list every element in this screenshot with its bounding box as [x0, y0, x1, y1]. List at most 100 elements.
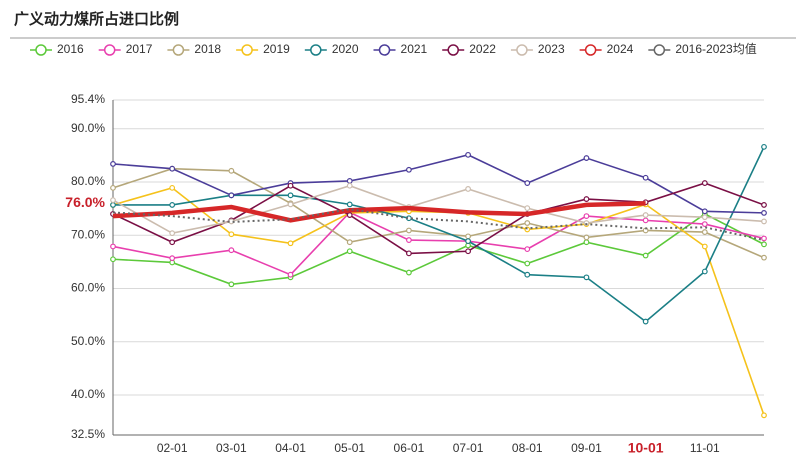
point	[169, 184, 176, 191]
annotation: 76.0%	[65, 194, 105, 210]
series-line	[112, 201, 646, 223]
legend-label: 2020	[332, 42, 359, 56]
legend-label: 2023	[538, 42, 565, 56]
point	[701, 180, 708, 186]
x-tick-label: 06-01	[394, 441, 425, 455]
point	[761, 218, 767, 225]
point	[524, 220, 531, 226]
y-tick-label: 90.0%	[71, 121, 105, 135]
point	[406, 166, 412, 173]
point	[406, 250, 412, 257]
point	[228, 192, 235, 199]
point	[465, 151, 471, 158]
point	[287, 182, 294, 189]
series-line	[112, 208, 765, 242]
point	[110, 256, 116, 263]
point	[642, 217, 649, 224]
legend-marker	[516, 44, 528, 56]
x-tick-label: 08-01	[512, 441, 543, 455]
point	[524, 205, 531, 212]
point	[583, 234, 590, 241]
point	[761, 143, 767, 150]
y-tick-label: 60.0%	[71, 281, 105, 295]
point	[524, 271, 531, 278]
point	[465, 233, 471, 240]
point	[110, 202, 116, 208]
legend-marker	[241, 44, 253, 56]
legend-marker	[447, 44, 459, 56]
point	[110, 243, 116, 250]
legend-marker	[172, 44, 185, 56]
y-tick-label: 80.0%	[71, 174, 105, 188]
point	[761, 235, 767, 242]
point	[287, 201, 294, 208]
series-line	[112, 167, 765, 259]
point	[583, 220, 590, 226]
point	[465, 248, 471, 255]
point	[169, 230, 176, 237]
point	[642, 252, 649, 259]
point	[228, 167, 235, 174]
y-tick-label: 50.0%	[71, 334, 105, 348]
point	[761, 254, 767, 261]
point	[287, 240, 294, 247]
legend-label: 2022	[469, 42, 496, 56]
point	[701, 268, 708, 275]
legend-marker	[584, 44, 597, 56]
legend-label: 2016-2023均值	[675, 41, 756, 56]
x-tick-label: 04-01	[275, 441, 306, 455]
point	[642, 174, 649, 181]
legend-marker	[35, 44, 47, 56]
point	[406, 237, 412, 243]
legend-marker	[310, 44, 322, 56]
x-tick-label: 05-01	[334, 441, 365, 455]
point	[465, 238, 471, 245]
point	[110, 184, 116, 191]
point	[169, 202, 176, 208]
legend-label: 2017	[126, 42, 153, 56]
legend-label: 2019	[263, 42, 290, 56]
x-tick-label: 02-01	[157, 441, 188, 455]
point	[761, 202, 767, 208]
point	[169, 239, 176, 246]
point	[524, 260, 531, 267]
legend-label: 2024	[607, 42, 634, 56]
point	[583, 239, 590, 246]
legend-label: 2018	[194, 42, 221, 56]
point	[346, 248, 353, 255]
point	[642, 212, 649, 218]
legend-marker	[653, 44, 666, 56]
point	[287, 271, 294, 278]
point	[701, 208, 708, 215]
y-tick-label: 40.0%	[71, 387, 105, 401]
point	[701, 229, 708, 235]
series-line	[113, 146, 765, 323]
point	[406, 227, 412, 234]
legend-label: 2021	[401, 42, 428, 56]
point	[465, 186, 471, 192]
point	[228, 281, 235, 288]
point	[583, 196, 590, 202]
point	[287, 192, 294, 199]
point	[346, 201, 353, 208]
point	[110, 161, 116, 167]
point	[701, 221, 708, 227]
point	[228, 247, 235, 254]
y-tick-label: 95.4%	[71, 92, 105, 106]
point	[524, 180, 531, 186]
point	[524, 246, 531, 253]
legend-marker	[378, 44, 391, 56]
x-tick-label: 07-01	[453, 441, 484, 455]
point	[169, 165, 176, 172]
point	[642, 318, 649, 325]
point	[406, 269, 412, 276]
point	[228, 231, 235, 238]
legend-label: 2016	[57, 42, 84, 56]
point	[761, 241, 767, 248]
series-line	[112, 211, 765, 276]
point	[761, 210, 767, 216]
point	[583, 155, 590, 161]
y-tick-label: 70.0%	[71, 227, 105, 241]
point	[701, 243, 708, 250]
